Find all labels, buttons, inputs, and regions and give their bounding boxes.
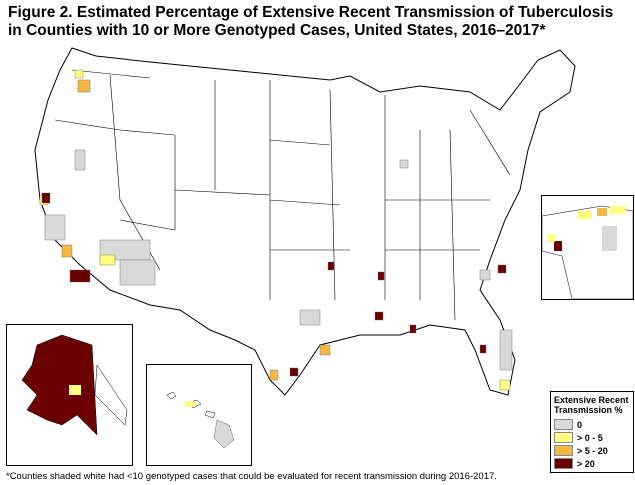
county-gray [44, 214, 66, 241]
legend-swatch [554, 432, 573, 443]
county-red [497, 264, 507, 274]
county-orange [319, 344, 331, 356]
county-gray [119, 259, 156, 286]
legend-label: > 5 - 20 [577, 445, 608, 456]
county-red [327, 261, 335, 271]
legend-title-line-1: Extensive Recent [554, 395, 629, 405]
legend-item-5-20: > 5 - 20 [554, 444, 633, 457]
legend-label: 0 [577, 419, 583, 430]
title-line-1: Figure 2. Estimated Percentage of Extens… [8, 4, 614, 21]
county-red [554, 241, 562, 251]
county-red [409, 324, 417, 334]
county-orange [269, 369, 279, 381]
map-title: Figure 2. Estimated Percentage of Extens… [8, 4, 613, 40]
county-gray [213, 419, 235, 449]
legend-title: Extensive Recent Transmission % [551, 392, 633, 415]
county-red [479, 344, 487, 354]
county-orange [597, 208, 607, 216]
legend-item-0: 0 [554, 418, 633, 431]
county-gray [399, 159, 409, 169]
county-red [41, 192, 51, 204]
county-red [374, 311, 384, 321]
county-orange [61, 244, 73, 258]
legend-title-line-2: Transmission % [554, 405, 623, 415]
legend-swatch [554, 458, 573, 469]
alaska-panhandle [94, 364, 128, 426]
legend-item-gt-20: > 20 [554, 457, 633, 470]
footnote: *Counties shaded white had <10 genotyped… [6, 471, 497, 482]
nj-region [541, 205, 634, 300]
alaska-inset [6, 324, 133, 466]
legend-swatch [554, 445, 573, 456]
county-red [69, 269, 91, 283]
county-yellow [547, 234, 555, 242]
county-yellow [74, 69, 84, 79]
county-gray [602, 226, 617, 251]
legend-label: > 20 [577, 458, 595, 469]
legend-item-0-5: > 0 - 5 [554, 431, 633, 444]
legend-swatch [554, 419, 573, 430]
county-yellow [185, 401, 195, 407]
county-shading [39, 69, 513, 391]
alaska-shape [21, 334, 98, 436]
county-yellow [499, 379, 511, 391]
county-yellow [69, 385, 81, 395]
county-yellow [577, 211, 592, 219]
county-gray [499, 329, 513, 371]
county-red [289, 367, 299, 377]
county-gray [479, 269, 491, 281]
title-line-2: in Counties with 10 or More Genotyped Ca… [8, 22, 546, 39]
legend: Extensive Recent Transmission % 0 > 0 - … [550, 391, 634, 473]
county-yellow [99, 254, 116, 266]
legend-label: > 0 - 5 [577, 432, 603, 443]
county-gray [74, 149, 86, 171]
hawaii-inset [146, 364, 252, 466]
northeast-inset [541, 195, 634, 300]
state-borders [54, 69, 511, 321]
county-yellow [610, 206, 625, 214]
county-red [377, 271, 385, 281]
county-gray [299, 309, 321, 326]
county-orange [77, 79, 91, 93]
